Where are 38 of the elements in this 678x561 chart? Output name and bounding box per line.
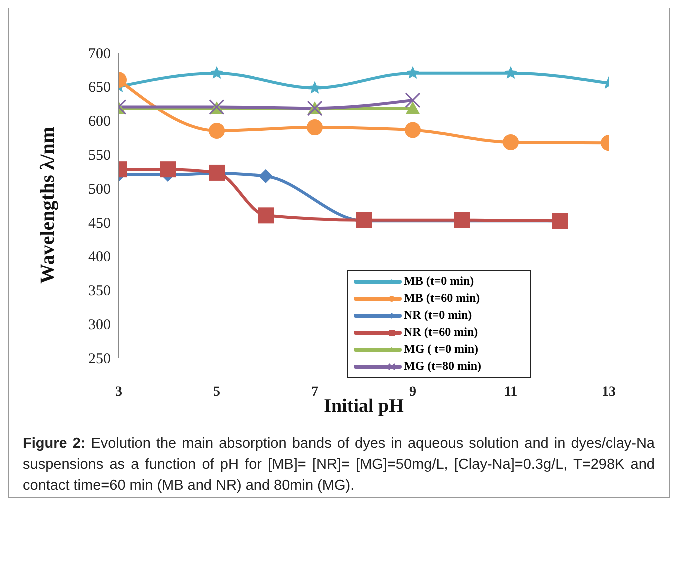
legend-label: NR (t=0 min) [404, 308, 472, 323]
point [210, 66, 224, 79]
x-tick-label: 9 [410, 384, 416, 400]
legend-label: NR (t=60 min) [404, 325, 478, 340]
point [258, 208, 274, 224]
y-tick-label: 650 [88, 80, 111, 96]
y-tick-label: 500 [88, 182, 111, 198]
point [308, 81, 322, 94]
legend-label: MG (t=80 min) [404, 359, 482, 374]
legend-label: MG ( t=0 min) [404, 342, 478, 357]
x-tick-label: 13 [602, 384, 616, 400]
y-tick-label: 450 [88, 216, 111, 232]
x-tick-label: 7 [312, 384, 318, 400]
x-tick-label: 5 [214, 384, 220, 400]
point [503, 134, 519, 150]
point [160, 162, 176, 178]
y-tick-label: 700 [88, 46, 111, 62]
y-tick-label: 350 [88, 284, 111, 300]
legend-label: MB (t=60 min) [404, 291, 480, 306]
y-tick-label: 400 [88, 250, 111, 266]
y-tick-label: 550 [88, 148, 111, 164]
y-axis-title: Wavelengths λ/nm [37, 126, 60, 284]
caption: Figure 2: Evolution the main absorption bands of dyes in aqueous solution and in dyes/clay-Na suspensions as a function of pH for [MB]= [NR]= [MG]=50mg/L, [Clay-Na]=0.3g/L, T=298K and contact time=60 min (MB and NR) and 80min (MG). [23, 435, 655, 496]
x-axis-title: Initial pH [324, 396, 404, 417]
y-tick-label: 600 [88, 114, 111, 130]
y-tick-label: 250 [88, 351, 111, 368]
point [209, 122, 225, 139]
point [405, 92, 421, 108]
point [406, 102, 420, 114]
y-tick-label: 300 [88, 317, 111, 334]
point [504, 66, 518, 79]
point [307, 120, 323, 136]
x-tick-label: 3 [116, 384, 122, 400]
x-tick-label: 11 [504, 384, 518, 400]
point [406, 66, 420, 79]
point [405, 122, 421, 138]
legend-label: MB (t=0 min) [404, 274, 474, 289]
point [259, 169, 273, 184]
